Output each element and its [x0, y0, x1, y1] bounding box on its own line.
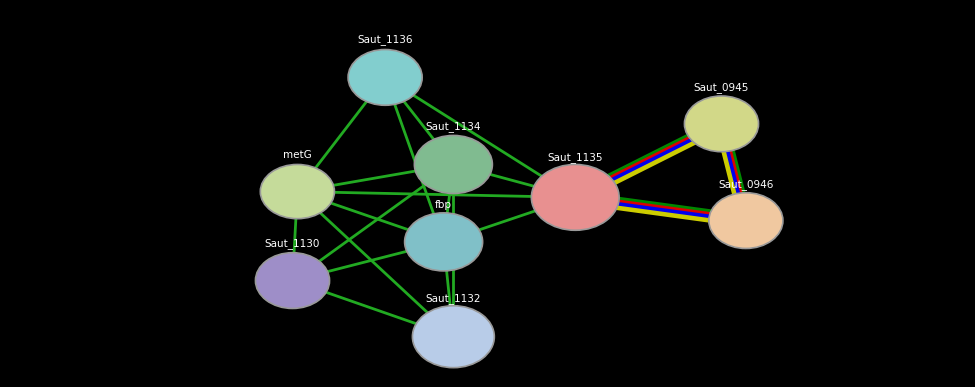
- Ellipse shape: [348, 50, 422, 105]
- Ellipse shape: [260, 164, 334, 219]
- Ellipse shape: [405, 213, 483, 271]
- Ellipse shape: [709, 193, 783, 248]
- Ellipse shape: [531, 164, 619, 230]
- Text: fbp: fbp: [435, 200, 452, 210]
- Ellipse shape: [414, 135, 492, 194]
- Text: Saut_1130: Saut_1130: [265, 238, 320, 249]
- Text: Saut_1134: Saut_1134: [426, 121, 481, 132]
- Text: Saut_1135: Saut_1135: [548, 152, 603, 163]
- Text: Saut_0946: Saut_0946: [719, 179, 773, 190]
- Text: Saut_1132: Saut_1132: [426, 293, 481, 304]
- Ellipse shape: [412, 306, 494, 368]
- Ellipse shape: [684, 96, 759, 152]
- Ellipse shape: [255, 253, 330, 308]
- Text: Saut_1136: Saut_1136: [358, 34, 412, 45]
- Text: metG: metG: [283, 150, 312, 160]
- Text: Saut_0945: Saut_0945: [694, 82, 749, 93]
